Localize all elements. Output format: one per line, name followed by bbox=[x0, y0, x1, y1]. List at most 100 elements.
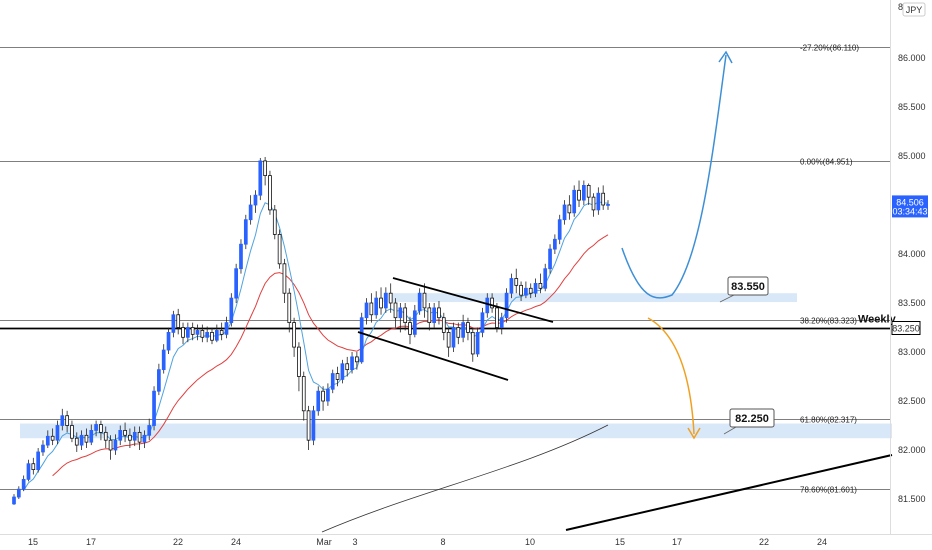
candle-body bbox=[369, 302, 374, 316]
flag-lower-line bbox=[357, 331, 509, 381]
trend-line bbox=[565, 454, 893, 531]
fib-label: 78.60%(81.601) bbox=[800, 486, 857, 495]
candle-body bbox=[437, 307, 441, 319]
candle-body bbox=[490, 297, 494, 309]
candle-body bbox=[248, 204, 253, 221]
candle-body bbox=[451, 327, 456, 348]
candle-body bbox=[205, 331, 210, 338]
candle-body bbox=[350, 356, 354, 371]
candle-body bbox=[326, 388, 330, 402]
candle-body bbox=[41, 444, 45, 453]
currency-label: JPY bbox=[906, 5, 923, 15]
price-tick: 86.000 bbox=[898, 53, 926, 63]
candle-body bbox=[253, 194, 258, 206]
price-tick: 85.000 bbox=[898, 151, 926, 161]
time-tick: 17 bbox=[672, 537, 682, 547]
candle-body bbox=[475, 331, 480, 355]
candle-body bbox=[258, 160, 263, 196]
candle-body bbox=[504, 292, 509, 319]
candle-body bbox=[70, 425, 74, 439]
support-zones bbox=[20, 293, 892, 439]
candle-body bbox=[393, 302, 398, 319]
candle-body bbox=[190, 327, 195, 335]
candle-body bbox=[548, 248, 552, 270]
candle-body bbox=[31, 463, 36, 471]
candle-body bbox=[499, 317, 504, 328]
candle-body bbox=[200, 330, 205, 338]
candle-body bbox=[340, 363, 345, 380]
fib-label: 61.80%(82.317) bbox=[800, 416, 857, 425]
price-tick: 84.000 bbox=[898, 249, 926, 259]
candle-body bbox=[128, 434, 132, 441]
candle-body bbox=[123, 429, 127, 436]
candle-body bbox=[176, 314, 181, 328]
flag-upper-line bbox=[392, 277, 554, 323]
candle-body bbox=[528, 287, 533, 294]
candle-body bbox=[461, 322, 465, 338]
time-tick: 24 bbox=[817, 537, 827, 547]
candle-body bbox=[321, 390, 325, 402]
candle-body bbox=[103, 431, 108, 441]
candle-body bbox=[84, 434, 89, 443]
candle-body bbox=[219, 330, 224, 335]
weekly-price-value: 83.250 bbox=[892, 324, 920, 334]
bullish-projection-path bbox=[621, 54, 727, 299]
time-tick: 3 bbox=[352, 537, 357, 547]
candle-body bbox=[297, 346, 301, 377]
price-tick: 82.500 bbox=[898, 396, 926, 406]
candle-body bbox=[243, 219, 248, 245]
candle-body bbox=[142, 434, 147, 443]
candle-body bbox=[355, 356, 359, 363]
candle-body bbox=[509, 278, 514, 294]
candle-body bbox=[596, 192, 601, 211]
candle-body bbox=[567, 204, 572, 214]
candle-body bbox=[55, 425, 60, 441]
candle-body bbox=[379, 297, 383, 309]
candle-body bbox=[519, 284, 523, 296]
candle-body bbox=[432, 307, 436, 323]
bearish-projection-path bbox=[647, 317, 695, 435]
time-tick: 17 bbox=[86, 537, 96, 547]
candle-body bbox=[408, 322, 412, 335]
currency-badge bbox=[902, 2, 926, 17]
long-ma-line bbox=[321, 424, 609, 533]
candle-body bbox=[272, 209, 277, 235]
candle-body bbox=[234, 268, 238, 299]
current-price-badge bbox=[892, 195, 928, 218]
callout-82250-box bbox=[729, 408, 775, 428]
candle-body bbox=[480, 312, 485, 333]
candle-body bbox=[132, 431, 137, 441]
candle-body bbox=[108, 439, 113, 451]
candle-body bbox=[214, 330, 219, 341]
candle-body bbox=[21, 478, 26, 490]
candle-body bbox=[229, 297, 234, 324]
candle-body bbox=[553, 238, 557, 250]
candlesticks bbox=[12, 156, 610, 505]
candle-body bbox=[364, 302, 369, 319]
candle-body bbox=[99, 424, 103, 433]
candle-body bbox=[384, 292, 388, 309]
time-axis: 15 17 22 24 Mar 3 8 10 15 17 22 24 bbox=[0, 534, 932, 547]
candle-body bbox=[301, 376, 306, 412]
candle-body bbox=[374, 297, 379, 316]
drawings: 83.550 82.250 bbox=[357, 50, 893, 531]
candle-body bbox=[166, 331, 171, 351]
ema-slow-line bbox=[52, 234, 609, 477]
candle-body bbox=[311, 410, 316, 441]
candle-body bbox=[485, 297, 490, 314]
time-tick: 10 bbox=[525, 537, 535, 547]
candle-body bbox=[412, 310, 417, 335]
candle-body bbox=[268, 175, 272, 211]
candle-body bbox=[113, 439, 118, 451]
time-tick: 8 bbox=[440, 537, 445, 547]
candle-body bbox=[577, 189, 581, 201]
candle-body bbox=[466, 322, 470, 333]
fib-label: 0.00%(84.951) bbox=[800, 158, 853, 167]
candle-body bbox=[282, 263, 287, 294]
fib-label: 38.20%(83.323) bbox=[800, 317, 857, 326]
candle-body bbox=[330, 373, 335, 390]
candle-body bbox=[50, 435, 55, 441]
callout-83550-box bbox=[727, 276, 769, 296]
